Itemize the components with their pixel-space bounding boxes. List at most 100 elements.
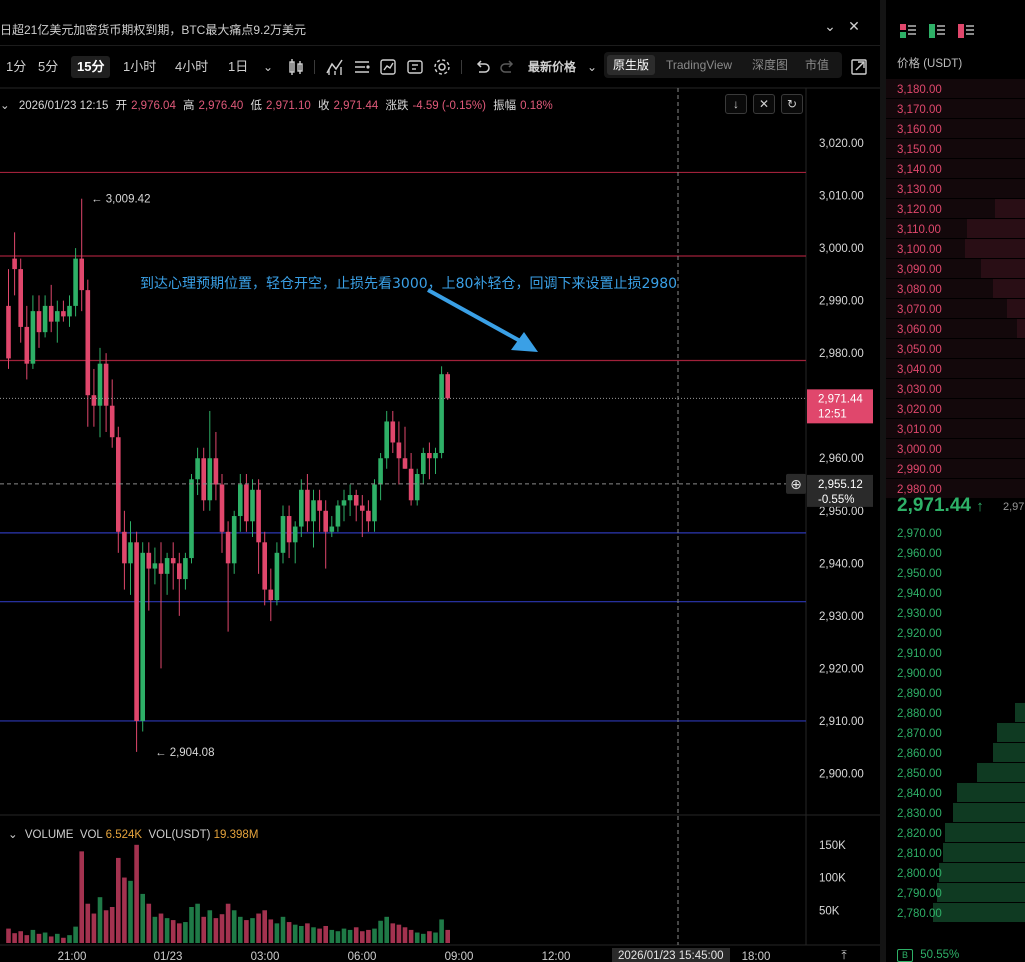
candle-body <box>384 421 389 459</box>
view-depth[interactable]: 深度图 <box>752 58 789 72</box>
candlestick-chart[interactable]: 3,020.00 3,010.00 3,000.00 2,990.00 2,980.00… <box>0 0 880 962</box>
ask-row-bg <box>886 439 1025 458</box>
timeframe-dropdown-icon[interactable]: ⌄ <box>262 60 274 74</box>
orderbook-header: 价格 (USDT) <box>897 58 963 70</box>
refresh-icon[interactable]: ↻ <box>781 94 803 114</box>
legend-collapse-icon[interactable]: ⌄ <box>0 100 10 112</box>
legend-open-value: 2,976.04 <box>131 100 176 112</box>
x-tick-label: 06:00 <box>348 951 377 962</box>
orderbook-bids-view-icon[interactable] <box>929 24 945 38</box>
timeframe-15m[interactable]: 15分 <box>71 56 111 78</box>
chevron-down-icon[interactable]: ⌄ <box>586 60 598 74</box>
volume-bar <box>299 925 304 943</box>
view-native[interactable]: 原生版 <box>607 55 656 75</box>
timeframe-1m[interactable]: 1分 <box>6 59 27 74</box>
volume-bar <box>439 919 444 943</box>
timeframe-1d[interactable]: 1日 <box>228 59 249 74</box>
legend-low-value: 2,971.10 <box>266 100 311 112</box>
volume-bar <box>30 929 36 943</box>
volume-bar <box>18 931 23 943</box>
candle-body <box>140 552 145 721</box>
news-text[interactable]: 日超21亿美元加密货币期权到期，BTC最大痛点9.2万美元 <box>0 23 307 37</box>
timeframe-1h[interactable]: 1小时 <box>123 59 157 74</box>
redo-icon[interactable] <box>497 56 519 78</box>
volume-bar <box>408 929 414 943</box>
settings-gear-icon[interactable] <box>431 56 453 78</box>
volume-bar <box>219 914 225 943</box>
bid-price: 2,880.00 <box>897 708 942 720</box>
drawing-tools-icon[interactable] <box>351 56 373 78</box>
orderbook-mid-price: 2,971.44 ↑ <box>897 495 984 517</box>
add-alert-button <box>786 473 806 494</box>
candle-body <box>378 458 383 485</box>
chart-template-icon[interactable] <box>377 56 399 78</box>
volume-bar <box>177 923 182 943</box>
layout-icon[interactable] <box>404 56 426 78</box>
volume-bar <box>366 929 371 943</box>
candle-body <box>48 305 54 322</box>
price-type-select[interactable]: 最新价格 <box>528 60 577 74</box>
chart-panel: 日超21亿美元加密货币期权到期，BTC最大痛点9.2万美元 ⌄ ✕ 1分 5分 … <box>0 0 880 962</box>
candle-body <box>421 452 426 475</box>
bid-depth-bar <box>997 723 1025 742</box>
candle-body <box>170 558 176 564</box>
arrow-down-icon[interactable]: ↓ <box>725 94 747 114</box>
panel-divider[interactable] <box>880 0 886 962</box>
candle-body <box>445 374 450 399</box>
x-tick-label: 01/23 <box>154 951 183 962</box>
timeframe-5m[interactable]: 5分 <box>38 59 59 74</box>
timeframe-4h[interactable]: 4小时 <box>175 59 209 74</box>
volume-bar <box>225 903 231 943</box>
bid-depth-bar <box>943 843 1025 862</box>
chart-toolbar: 1分 5分 15分 1小时 4小时 1日 ⌄ <box>0 52 880 80</box>
ask-row-bg <box>886 99 1025 118</box>
legend-high-label: 高 <box>183 100 195 112</box>
volume-bar <box>335 931 341 943</box>
orderbook-levels: 3,180.00 3,170.00 3,160.00 3,150.00 3,140.00… <box>886 79 1025 922</box>
ask-price: 3,030.00 <box>897 384 942 396</box>
bid-depth-bar <box>945 823 1025 842</box>
volume-bar <box>329 929 335 943</box>
orderbook-asks-view-icon[interactable] <box>958 24 974 38</box>
view-tradingview[interactable]: TradingView <box>666 58 733 72</box>
legend-amplitude-label: 振幅 <box>493 100 517 112</box>
volume-bar <box>201 916 206 943</box>
annotation-text: 到达心理预期位置，轻仓开空，止损先看3000，上80补轻仓，回调下来设置止损29… <box>140 276 677 292</box>
toolbar-divider <box>461 60 462 74</box>
candle-body <box>122 531 127 564</box>
candle-body <box>85 290 91 396</box>
volume-bar <box>280 916 286 943</box>
ask-price: 3,110.00 <box>897 224 941 236</box>
ask-price: 2,980.00 <box>897 484 942 496</box>
bid-depth-bar <box>1015 703 1025 722</box>
volume-bar <box>122 877 127 943</box>
volume-bar <box>353 927 359 943</box>
orderbook-both-view-icon[interactable] <box>900 24 916 38</box>
volume-bar <box>103 910 109 943</box>
bid-depth-bar <box>937 883 1025 902</box>
collapse-icon[interactable]: ✕ <box>753 94 775 114</box>
candle-body <box>292 526 298 543</box>
volume-bar <box>238 916 243 943</box>
volume-bar <box>360 931 365 943</box>
volume-legend: ⌄ VOLUME VOL 6.524K VOL(USDT) 19.398M <box>8 827 258 841</box>
chevron-down-icon[interactable]: ⌄ <box>824 18 836 34</box>
candle-body <box>360 505 365 511</box>
bid-depth-bar <box>933 903 1025 922</box>
bid-price: 2,780.00 <box>897 908 942 920</box>
bid-price: 2,920.00 <box>897 628 942 640</box>
y-tick-label: 2,920.00 <box>819 663 864 675</box>
volume-collapse-icon[interactable]: ⌄ <box>8 829 18 841</box>
fullscreen-icon[interactable] <box>848 56 870 78</box>
legend-low-label: 低 <box>250 100 263 112</box>
indicator-icon[interactable] <box>324 56 346 78</box>
candle-body <box>30 311 36 364</box>
candle-body <box>42 305 48 333</box>
bid-price: 2,800.00 <box>897 868 942 880</box>
undo-icon[interactable] <box>471 56 493 78</box>
candle-body <box>366 510 371 522</box>
news-ticker[interactable]: 日超21亿美元加密货币期权到期，BTC最大痛点9.2万美元 ⌄ ✕ <box>0 8 880 46</box>
view-market-cap[interactable]: 市值 <box>805 58 830 72</box>
close-icon[interactable]: ✕ <box>848 18 860 34</box>
candlestick-type-icon[interactable] <box>285 56 307 78</box>
